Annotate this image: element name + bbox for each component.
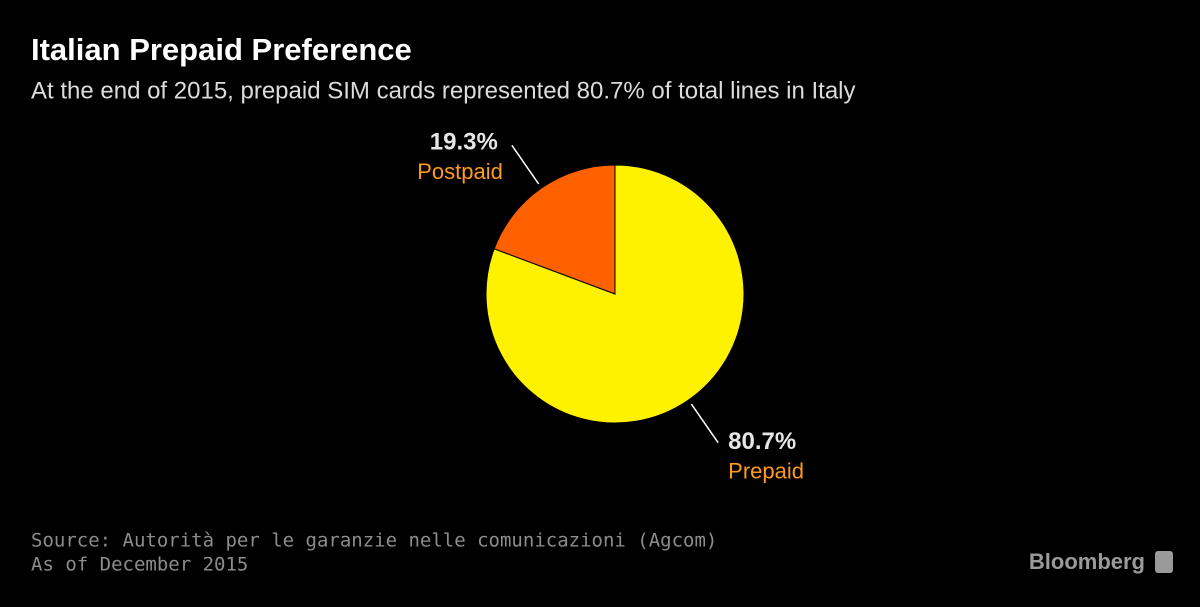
brand-icon — [1155, 551, 1173, 573]
pie-slice — [493, 164, 616, 295]
leader-line — [690, 403, 719, 444]
source: Source: Autorità per le garanzie nelle c… — [31, 530, 717, 552]
chart-title: Italian Prepaid Preference — [31, 32, 412, 67]
brand: Bloomberg — [1029, 549, 1145, 574]
category-label: Postpaid — [417, 159, 503, 184]
value-label: 19.3% — [430, 129, 498, 156]
category-label: Prepaid — [728, 459, 804, 484]
leader-line — [511, 144, 540, 185]
value-label: 80.7% — [728, 428, 796, 455]
note: As of December 2015 — [31, 554, 248, 576]
pie-slice — [485, 164, 745, 424]
chart-subtitle: At the end of 2015, prepaid SIM cards re… — [31, 77, 856, 104]
